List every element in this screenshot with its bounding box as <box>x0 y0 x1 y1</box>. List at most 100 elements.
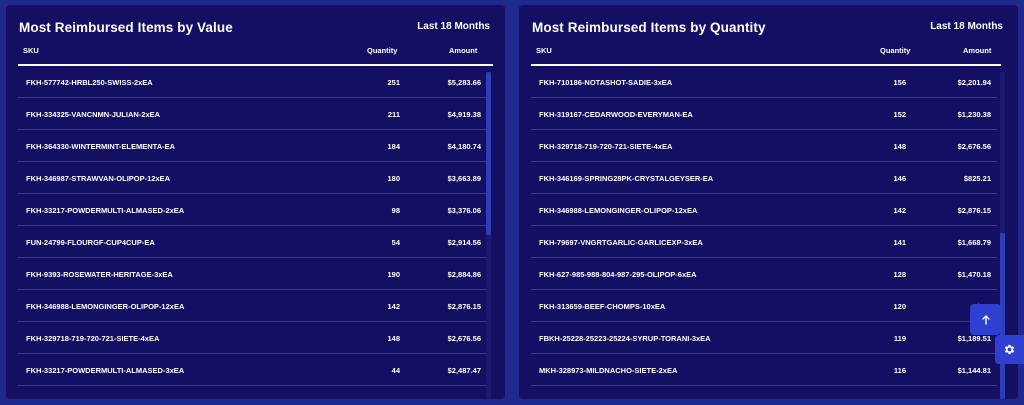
row-sku: FKH-710186-NOTASHOT-SADIE-3xEA <box>539 78 673 87</box>
row-sku: FKH-364330-WINTERMINT-ELEMENTA-EA <box>26 142 176 151</box>
table-row: FKH-9393-ROSEWATER-HERITAGE-3xEA 190 $2,… <box>18 258 488 290</box>
table-row: FKH-313659-BEEF-CHOMPS-10xEA 120 $1,6 <box>531 290 997 322</box>
row-sku: FKH-346988-LEMONGINGER-OLIPOP-12xEA <box>539 206 698 215</box>
table-row: FKH-79697-VNGRTGARLIC-GARLICEXP-3xEA 141… <box>531 226 997 258</box>
row-quantity: 120 <box>893 302 906 311</box>
value-panel-period: Last 18 Months <box>417 21 490 32</box>
quantity-panel-period: Last 18 Months <box>930 21 1003 32</box>
row-sku: FKH-79697-VNGRTGARLIC-GARLICEXP-3xEA <box>539 238 703 247</box>
gear-icon <box>1004 344 1015 355</box>
quantity-col-amount: Amount <box>963 46 992 55</box>
row-amount: $825.21 <box>963 174 991 183</box>
row-sku: FKH-9393-ROSEWATER-HERITAGE-3xEA <box>26 270 173 279</box>
row-quantity: 148 <box>893 142 906 151</box>
row-amount: $2,676.56 <box>957 142 991 151</box>
value-panel-title: Most Reimbursed Items by Value <box>19 20 233 35</box>
row-amount: $2,487.47 <box>447 366 481 375</box>
row-sku: FKH-313659-BEEF-CHOMPS-10xEA <box>539 302 666 311</box>
row-quantity: 44 <box>391 366 400 375</box>
row-quantity: 54 <box>391 238 400 247</box>
table-row: FKH-346987-STRAWVAN-OLIPOP-12xEA 180 $3,… <box>18 162 488 194</box>
row-amount: $1,470.18 <box>957 270 991 279</box>
value-scrollbar-thumb[interactable] <box>486 72 491 235</box>
scroll-to-top-button[interactable] <box>970 304 1001 335</box>
row-amount: $3,663.89 <box>447 174 481 183</box>
row-sku: FKH-346987-STRAWVAN-OLIPOP-12xEA <box>26 174 171 183</box>
row-amount: $4,919.38 <box>447 110 481 119</box>
value-col-sku: SKU <box>23 46 39 55</box>
row-quantity: 146 <box>893 174 906 183</box>
table-row: FKH-33217-POWDERMULTI-ALMASED-3xEA 44 $2… <box>18 354 488 386</box>
table-row: FKH-346169-SPRING28PK-CRYSTALGEYSER-EA 1… <box>531 162 997 194</box>
value-panel: Most Reimbursed Items by Value Last 18 M… <box>6 5 505 399</box>
quantity-col-quantity: Quantity <box>880 46 911 55</box>
row-quantity: 148 <box>387 334 400 343</box>
table-row: FKH-319167-CEDARWOOD-EVERYMAN-EA 152 $1,… <box>531 98 997 130</box>
value-col-quantity: Quantity <box>367 46 398 55</box>
table-row: FKH-334325-VANCNMN-JULIAN-2xEA 211 $4,91… <box>18 98 488 130</box>
row-quantity: 211 <box>387 110 400 119</box>
value-col-amount: Amount <box>449 46 478 55</box>
row-sku: FKH-329718-719-720-721-SIETE-4xEA <box>26 334 160 343</box>
value-header-rule <box>18 64 493 66</box>
row-sku: FKH-334325-VANCNMN-JULIAN-2xEA <box>26 110 161 119</box>
row-quantity: 180 <box>387 174 400 183</box>
row-quantity: 156 <box>893 78 906 87</box>
row-amount: $3,376.06 <box>447 206 481 215</box>
quantity-scrollbar-thumb[interactable] <box>1000 233 1005 399</box>
row-sku: FBKH-25228-25223-25224-SYRUP-TORANI-3xEA <box>539 334 711 343</box>
row-amount: $1,189.51 <box>957 334 991 343</box>
row-sku: MKH-328973-MILDNACHO-SIETE-2xEA <box>539 366 678 375</box>
table-row: FKH-364330-WINTERMINT-ELEMENTA-EA 184 $4… <box>18 130 488 162</box>
table-row: FKH-33217-POWDERMULTI-ALMASED-2xEA 98 $3… <box>18 194 488 226</box>
row-sku: FKH-627-985-988-804-987-295-OLIPOP-6xEA <box>539 270 697 279</box>
row-amount: $5,283.66 <box>447 78 481 87</box>
table-row: FUN-24799-FLOURGF-CUP4CUP-EA 54 $2,914.5… <box>18 226 488 258</box>
row-sku: FKH-346169-SPRING28PK-CRYSTALGEYSER-EA <box>539 174 714 183</box>
row-quantity: 128 <box>893 270 906 279</box>
quantity-header-rule <box>531 64 1001 66</box>
table-row: FKH-577742-HRBL250-SWISS-2xEA 251 $5,283… <box>18 66 488 98</box>
row-quantity: 142 <box>893 206 906 215</box>
settings-button[interactable] <box>995 335 1024 364</box>
table-row: MKH-328973-MILDNACHO-SIETE-2xEA 116 $1,1… <box>531 354 997 386</box>
table-row: FBKH-25228-25223-25224-SYRUP-TORANI-3xEA… <box>531 322 997 354</box>
row-quantity: 141 <box>893 238 906 247</box>
row-sku: FKH-33217-POWDERMULTI-ALMASED-3xEA <box>26 366 185 375</box>
table-row: FKH-346988-LEMONGINGER-OLIPOP-12xEA 142 … <box>18 290 488 322</box>
row-quantity: 184 <box>387 142 400 151</box>
row-sku: FKH-33217-POWDERMULTI-ALMASED-2xEA <box>26 206 185 215</box>
row-sku: FKH-577742-HRBL250-SWISS-2xEA <box>26 78 153 87</box>
row-amount: $2,201.94 <box>957 78 991 87</box>
table-row: FKH-329718-719-720-721-SIETE-4xEA 148 $2… <box>18 322 488 354</box>
quantity-panel-title: Most Reimbursed Items by Quantity <box>532 20 766 35</box>
row-sku: FKH-346988-LEMONGINGER-OLIPOP-12xEA <box>26 302 185 311</box>
quantity-panel: Most Reimbursed Items by Quantity Last 1… <box>519 5 1018 399</box>
row-amount: $1,230.38 <box>957 110 991 119</box>
row-quantity: 116 <box>893 366 906 375</box>
row-quantity: 142 <box>387 302 400 311</box>
row-quantity: 190 <box>387 270 400 279</box>
row-quantity: 152 <box>893 110 906 119</box>
row-sku: FUN-24799-FLOURGF-CUP4CUP-EA <box>26 238 155 247</box>
quantity-col-sku: SKU <box>536 46 552 55</box>
row-amount: $1,144.81 <box>957 366 991 375</box>
row-amount: $2,876.15 <box>957 206 991 215</box>
table-row: FKH-329718-719-720-721-SIETE-4xEA 148 $2… <box>531 130 997 162</box>
table-row: FKH-627-985-988-804-987-295-OLIPOP-6xEA … <box>531 258 997 290</box>
row-amount: $2,876.15 <box>447 302 481 311</box>
row-amount: $1,668.79 <box>957 238 991 247</box>
row-amount: $2,676.56 <box>447 334 481 343</box>
row-sku: FKH-329718-719-720-721-SIETE-4xEA <box>539 142 673 151</box>
value-scrollbar-track[interactable] <box>486 72 491 399</box>
table-row: FKH-346988-LEMONGINGER-OLIPOP-12xEA 142 … <box>531 194 997 226</box>
row-amount: $4,180.74 <box>447 142 481 151</box>
table-row: FKH-710186-NOTASHOT-SADIE-3xEA 156 $2,20… <box>531 66 997 98</box>
row-quantity: 98 <box>391 206 400 215</box>
row-quantity: 119 <box>893 334 906 343</box>
row-quantity: 251 <box>387 78 400 87</box>
row-amount: $2,884.86 <box>447 270 481 279</box>
row-amount: $2,914.56 <box>447 238 481 247</box>
arrow-up-icon <box>981 314 990 325</box>
row-sku: FKH-319167-CEDARWOOD-EVERYMAN-EA <box>539 110 693 119</box>
